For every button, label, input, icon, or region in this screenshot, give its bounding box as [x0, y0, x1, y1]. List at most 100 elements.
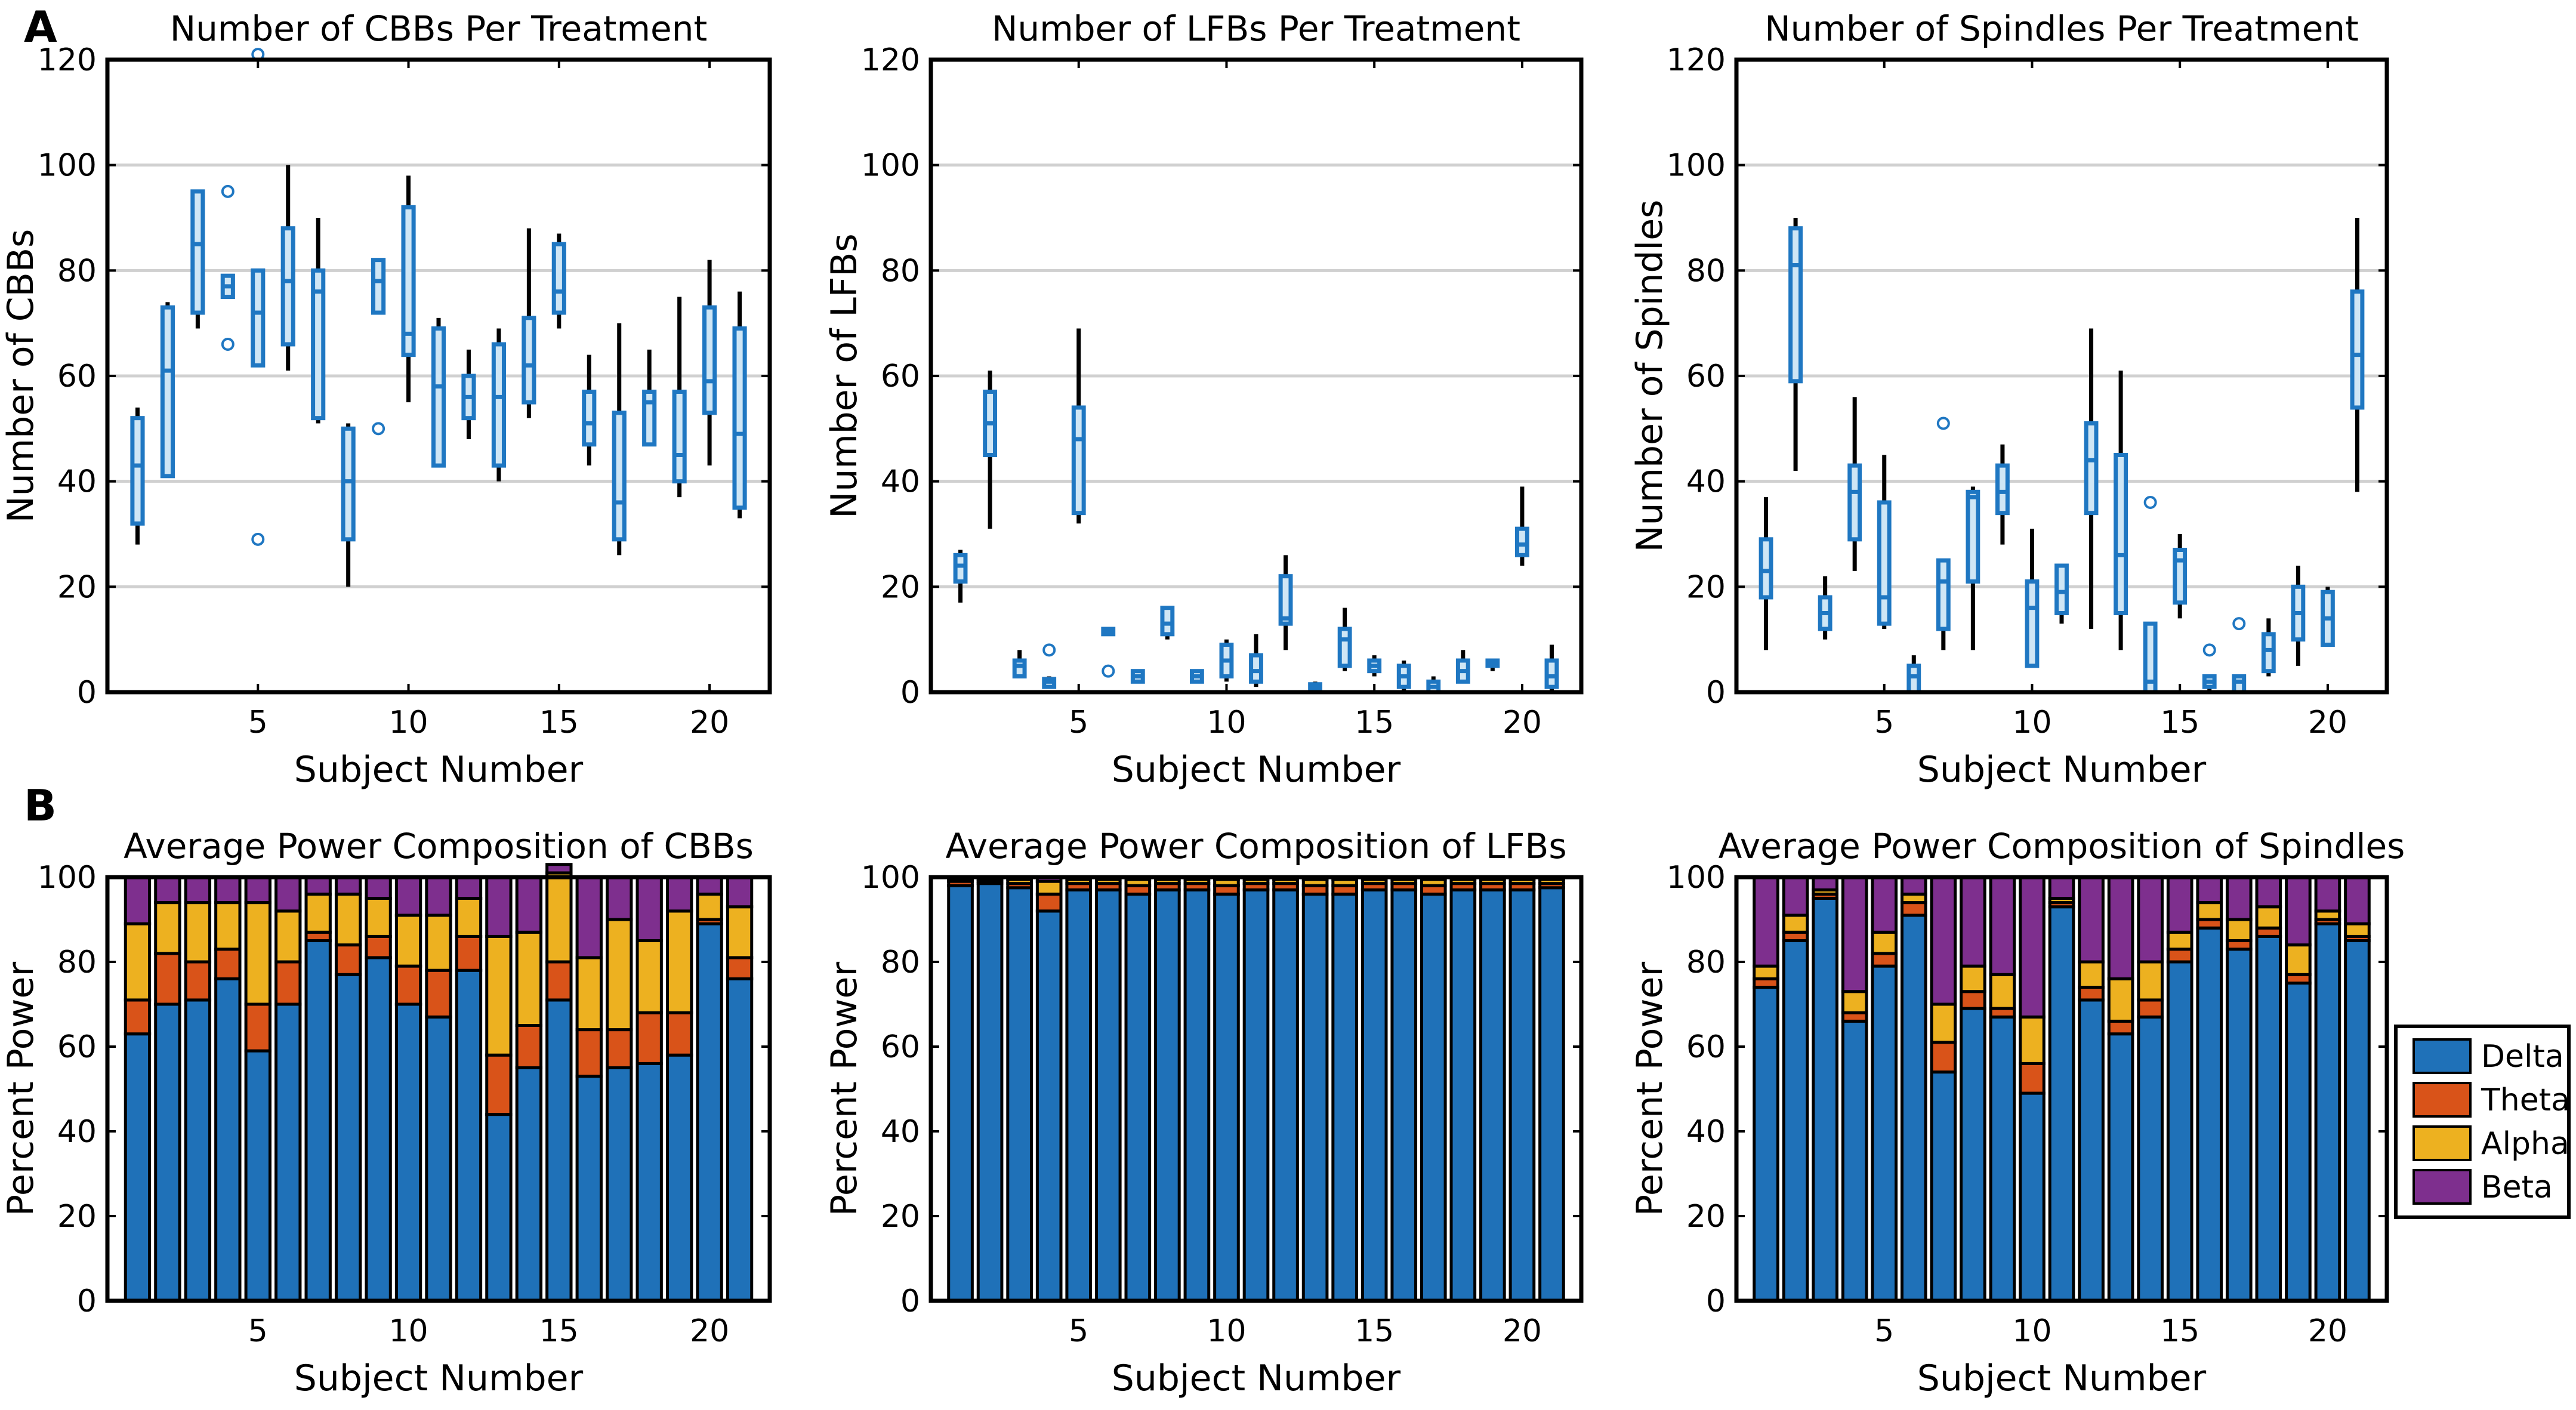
stacked-bar-subject-16	[2196, 875, 2223, 1303]
bar-segment-theta	[365, 934, 392, 959]
x-axis-label: Subject Number	[1112, 749, 1401, 791]
box-subject-5	[251, 48, 266, 546]
chart-title: Average Power Composition of Spindles	[1719, 826, 2405, 866]
bar-segment-theta	[2166, 948, 2194, 964]
stacked-bar-subject-20	[2314, 875, 2341, 1303]
bar-segment-delta	[2255, 934, 2282, 1303]
y-tick-label: 40	[57, 1114, 97, 1150]
stacked-bar-subject-8	[1960, 875, 1986, 1303]
outlier	[1102, 664, 1115, 678]
y-tick-label: 0	[77, 675, 97, 711]
stacked-bar-subject-7	[1124, 875, 1152, 1303]
box-subject-14	[522, 228, 536, 418]
bar-segment-delta	[1508, 888, 1536, 1303]
chart-title: Average Power Composition of LFBs	[945, 826, 1566, 866]
chart-2: 0 20 40 60 80 100 120 5 10 15 20 Number of LFBs Per…	[823, 8, 1584, 791]
box-subject-7	[311, 218, 326, 424]
bar-segment-delta	[2225, 948, 2253, 1303]
panel-label-a: A	[24, 2, 57, 52]
chart-title: Number of LFBs Per Treatment	[992, 8, 1520, 49]
box	[702, 305, 717, 415]
box	[953, 553, 968, 584]
box-subject-19	[672, 297, 687, 498]
bar-segment-alpha	[184, 901, 212, 964]
box-subject-9	[1995, 444, 2010, 545]
bar-segment-beta	[365, 875, 392, 900]
box-subject-7	[1936, 416, 1951, 650]
bar-segment-alpha	[274, 909, 302, 964]
bar-segment-beta	[2344, 875, 2371, 925]
box-subject-15	[2173, 534, 2188, 619]
box	[2114, 453, 2128, 615]
stacked-bar-subject-11	[2048, 875, 2075, 1303]
bar-segment-delta	[696, 922, 723, 1303]
box	[1788, 226, 1803, 384]
box-subject-20	[1514, 486, 1529, 566]
outlier	[2202, 643, 2216, 657]
bar-segment-alpha	[2019, 1015, 2046, 1065]
y-tick-label: 120	[861, 42, 920, 78]
bar-segment-delta	[1272, 888, 1299, 1303]
bar-segment-alpha	[124, 922, 152, 1002]
bar-segment-alpha	[2078, 960, 2105, 989]
y-tick-label: 20	[57, 1199, 97, 1235]
box	[522, 316, 536, 405]
y-tick-label: 100	[861, 148, 920, 184]
x-tick-label: 5	[1069, 705, 1088, 741]
y-tick-label: 100	[1667, 148, 1726, 184]
bar-segment-alpha	[334, 892, 362, 947]
axes-frame	[105, 57, 772, 695]
box	[401, 205, 416, 357]
axes-frame	[1734, 875, 2389, 1303]
bar-segment-beta	[2048, 875, 2075, 900]
y-tick-label: 60	[1686, 359, 1726, 394]
bar-segment-beta	[2107, 875, 2134, 980]
bar-segment-theta	[515, 1024, 543, 1069]
bar-segment-delta	[2344, 939, 2371, 1303]
stacked-bar-subject-2	[154, 875, 181, 1303]
legend-label-delta: Delta	[2481, 1039, 2564, 1075]
x-tick-label: 10	[1207, 705, 1246, 741]
bar-segment-theta	[635, 1011, 663, 1065]
bar-segment-delta	[154, 1002, 181, 1303]
bar-segment-beta	[455, 875, 483, 900]
bar-segment-alpha	[154, 901, 181, 955]
y-tick-label: 20	[881, 1199, 920, 1235]
y-tick-label: 0	[1706, 675, 1726, 711]
bar-segment-delta	[2019, 1091, 2046, 1303]
box-subject-3	[1012, 650, 1027, 678]
box	[672, 390, 687, 484]
bar-segment-beta	[2285, 875, 2312, 947]
x-tick-label: 5	[1874, 705, 1894, 741]
x-tick-label: 15	[2160, 1313, 2199, 1349]
x-tick-label: 15	[2160, 705, 2199, 741]
stacked-bar-subject-6	[274, 875, 302, 1303]
y-axis-label: Percent Power	[0, 962, 42, 1217]
y-axis-label: Number of Spindles	[1629, 200, 1671, 553]
legend-label-theta: Theta	[2481, 1082, 2570, 1118]
y-tick-label: 20	[881, 569, 920, 605]
bar-segment-delta	[1065, 888, 1093, 1303]
bar-segment-alpha	[2166, 930, 2194, 951]
stacked-bar-subject-10	[394, 875, 422, 1303]
legend-label-alpha: Alpha	[2481, 1126, 2569, 1162]
box-subject-20	[702, 260, 717, 466]
bar-segment-delta	[1782, 939, 1809, 1303]
box-subject-18	[2261, 618, 2276, 677]
box	[1847, 463, 1862, 542]
box-subject-12	[461, 349, 476, 439]
box	[1906, 664, 1921, 695]
bar-segment-delta	[1390, 888, 1418, 1303]
y-tick-label: 20	[1686, 1199, 1726, 1235]
bar-segment-delta	[515, 1066, 543, 1303]
y-tick-label: 100	[1667, 860, 1726, 896]
bar-segment-delta	[1812, 897, 1838, 1303]
box-subject-18	[642, 349, 657, 447]
box-subject-4	[1042, 643, 1057, 689]
bar-segment-delta	[947, 884, 974, 1303]
y-tick-label: 40	[881, 464, 920, 500]
bar-segment-theta	[2137, 998, 2164, 1019]
bar-segment-delta	[1331, 892, 1358, 1303]
bar-segment-alpha	[394, 914, 422, 968]
box-subject-10	[1219, 639, 1234, 682]
